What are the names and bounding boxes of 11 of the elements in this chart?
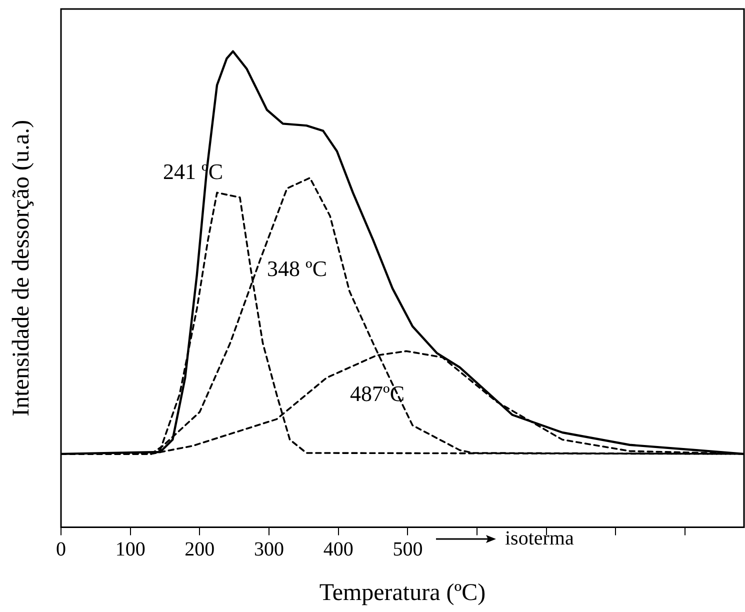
- x-tick-label: 500: [392, 538, 423, 560]
- text: isoterma: [505, 527, 574, 550]
- x-tick-label: 100: [115, 538, 146, 560]
- x-tick-label: 0: [56, 538, 66, 560]
- x-tick-label: 300: [254, 538, 284, 560]
- annotation: 348 ºC: [267, 256, 327, 281]
- annotation: 487ºC: [350, 380, 404, 406]
- x-tick-label: 400: [323, 538, 354, 560]
- x-tick-label: 200: [184, 538, 215, 560]
- x-axis-title: Temperatura (ºC): [319, 580, 486, 606]
- y-axis-title: Intensidade de dessorção (u.a.): [8, 120, 34, 416]
